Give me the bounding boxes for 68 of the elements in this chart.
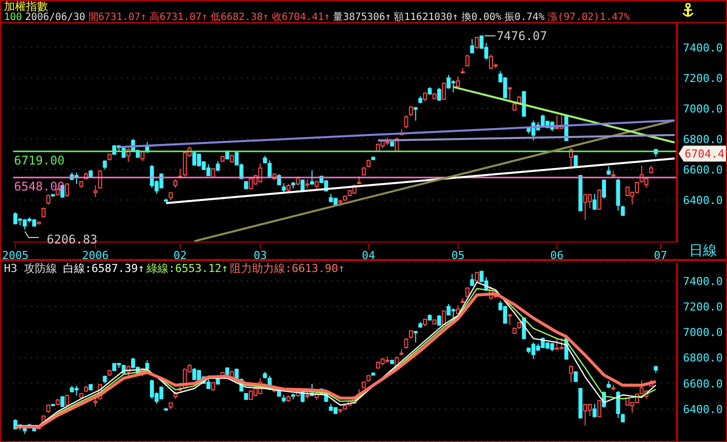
y-tick-label: 6800.0 bbox=[683, 132, 723, 146]
y-tick-label: 6800.0 bbox=[683, 352, 723, 365]
y-tick-label: 7200.0 bbox=[683, 72, 723, 85]
x-tick-label: 05 bbox=[451, 249, 465, 262]
chart-title: H3 攻防線 bbox=[4, 262, 57, 275]
candlestick bbox=[442, 82, 446, 101]
text: 白線:6587.39↑ bbox=[62, 262, 144, 275]
candlestick bbox=[465, 54, 470, 67]
y-tick-label: 6400.0 bbox=[683, 194, 723, 207]
text: 開6731.07↑ bbox=[88, 12, 146, 23]
text: 綠線:6553.12↑ bbox=[146, 262, 228, 275]
text: 低6682.38↑ bbox=[210, 12, 269, 23]
candlestick bbox=[508, 314, 512, 326]
candlestick bbox=[404, 114, 408, 129]
x-tick-label: 02 bbox=[174, 249, 187, 262]
candlestick bbox=[470, 38, 474, 54]
text: 6704.4 bbox=[684, 148, 725, 161]
candlestick bbox=[282, 182, 286, 193]
candlestick bbox=[437, 87, 442, 102]
ref-line-label: 6548.00 bbox=[14, 179, 65, 194]
candlestick bbox=[597, 188, 602, 210]
candlestick bbox=[310, 170, 314, 186]
y-tick-label: 6400.0 bbox=[683, 402, 723, 416]
text: 漲(97.02)1.47% bbox=[548, 12, 630, 23]
candlestick bbox=[569, 364, 574, 383]
ref-line-label: 6719.00 bbox=[14, 153, 65, 168]
candlestick bbox=[65, 182, 70, 198]
annotation: 7476.07 bbox=[496, 28, 548, 43]
candlestick bbox=[414, 106, 418, 122]
candlestick bbox=[508, 86, 512, 101]
candlestick bbox=[408, 106, 413, 117]
x-tick-label: 04 bbox=[362, 249, 376, 262]
y-tick-label: 7000.0 bbox=[683, 102, 723, 116]
candlestick bbox=[616, 390, 620, 418]
text: 收6704.41↑ bbox=[272, 12, 330, 23]
x-tick-label: 2005 bbox=[2, 249, 29, 262]
candlestick bbox=[597, 400, 602, 418]
text: 2006/06/30 bbox=[25, 12, 86, 23]
y-tick-label: 7400.0 bbox=[683, 274, 723, 288]
candlestick bbox=[46, 194, 50, 206]
candlestick bbox=[268, 160, 272, 178]
x-tick-label: 07 bbox=[654, 249, 668, 262]
text: 阻力助力線:6613.90↑ bbox=[230, 262, 345, 275]
candlestick bbox=[592, 193, 597, 210]
candlestick bbox=[474, 36, 479, 50]
text: 振0.74% bbox=[504, 12, 545, 23]
x-tick-label: 06 bbox=[550, 249, 564, 262]
y-tick-label: 7400.0 bbox=[683, 41, 723, 54]
text: 高6731.07↑ bbox=[149, 12, 208, 23]
candlestick bbox=[470, 273, 474, 286]
text: 額11621030↑ bbox=[394, 12, 458, 23]
candlestick bbox=[574, 370, 578, 382]
y-tick-label: 7000.0 bbox=[683, 326, 723, 340]
candlestick bbox=[93, 185, 98, 198]
y-tick-label: 6600.0 bbox=[683, 163, 723, 176]
chart-title: 加權指數 bbox=[4, 0, 48, 13]
text: 100 bbox=[4, 12, 22, 23]
candlestick bbox=[592, 403, 597, 418]
y-tick-label: 6600.0 bbox=[683, 377, 723, 390]
text: 量3875306↑ bbox=[332, 12, 392, 23]
candlestick bbox=[404, 337, 408, 350]
x-tick-label: 2006 bbox=[82, 249, 109, 262]
candlestick bbox=[602, 178, 606, 200]
text: 換0.00% bbox=[461, 12, 502, 23]
y-tick-label: 7200.0 bbox=[683, 300, 723, 314]
x-tick-label: 03 bbox=[254, 249, 267, 262]
x-axis-title: 日線 bbox=[689, 243, 717, 259]
candlestick bbox=[300, 178, 305, 193]
